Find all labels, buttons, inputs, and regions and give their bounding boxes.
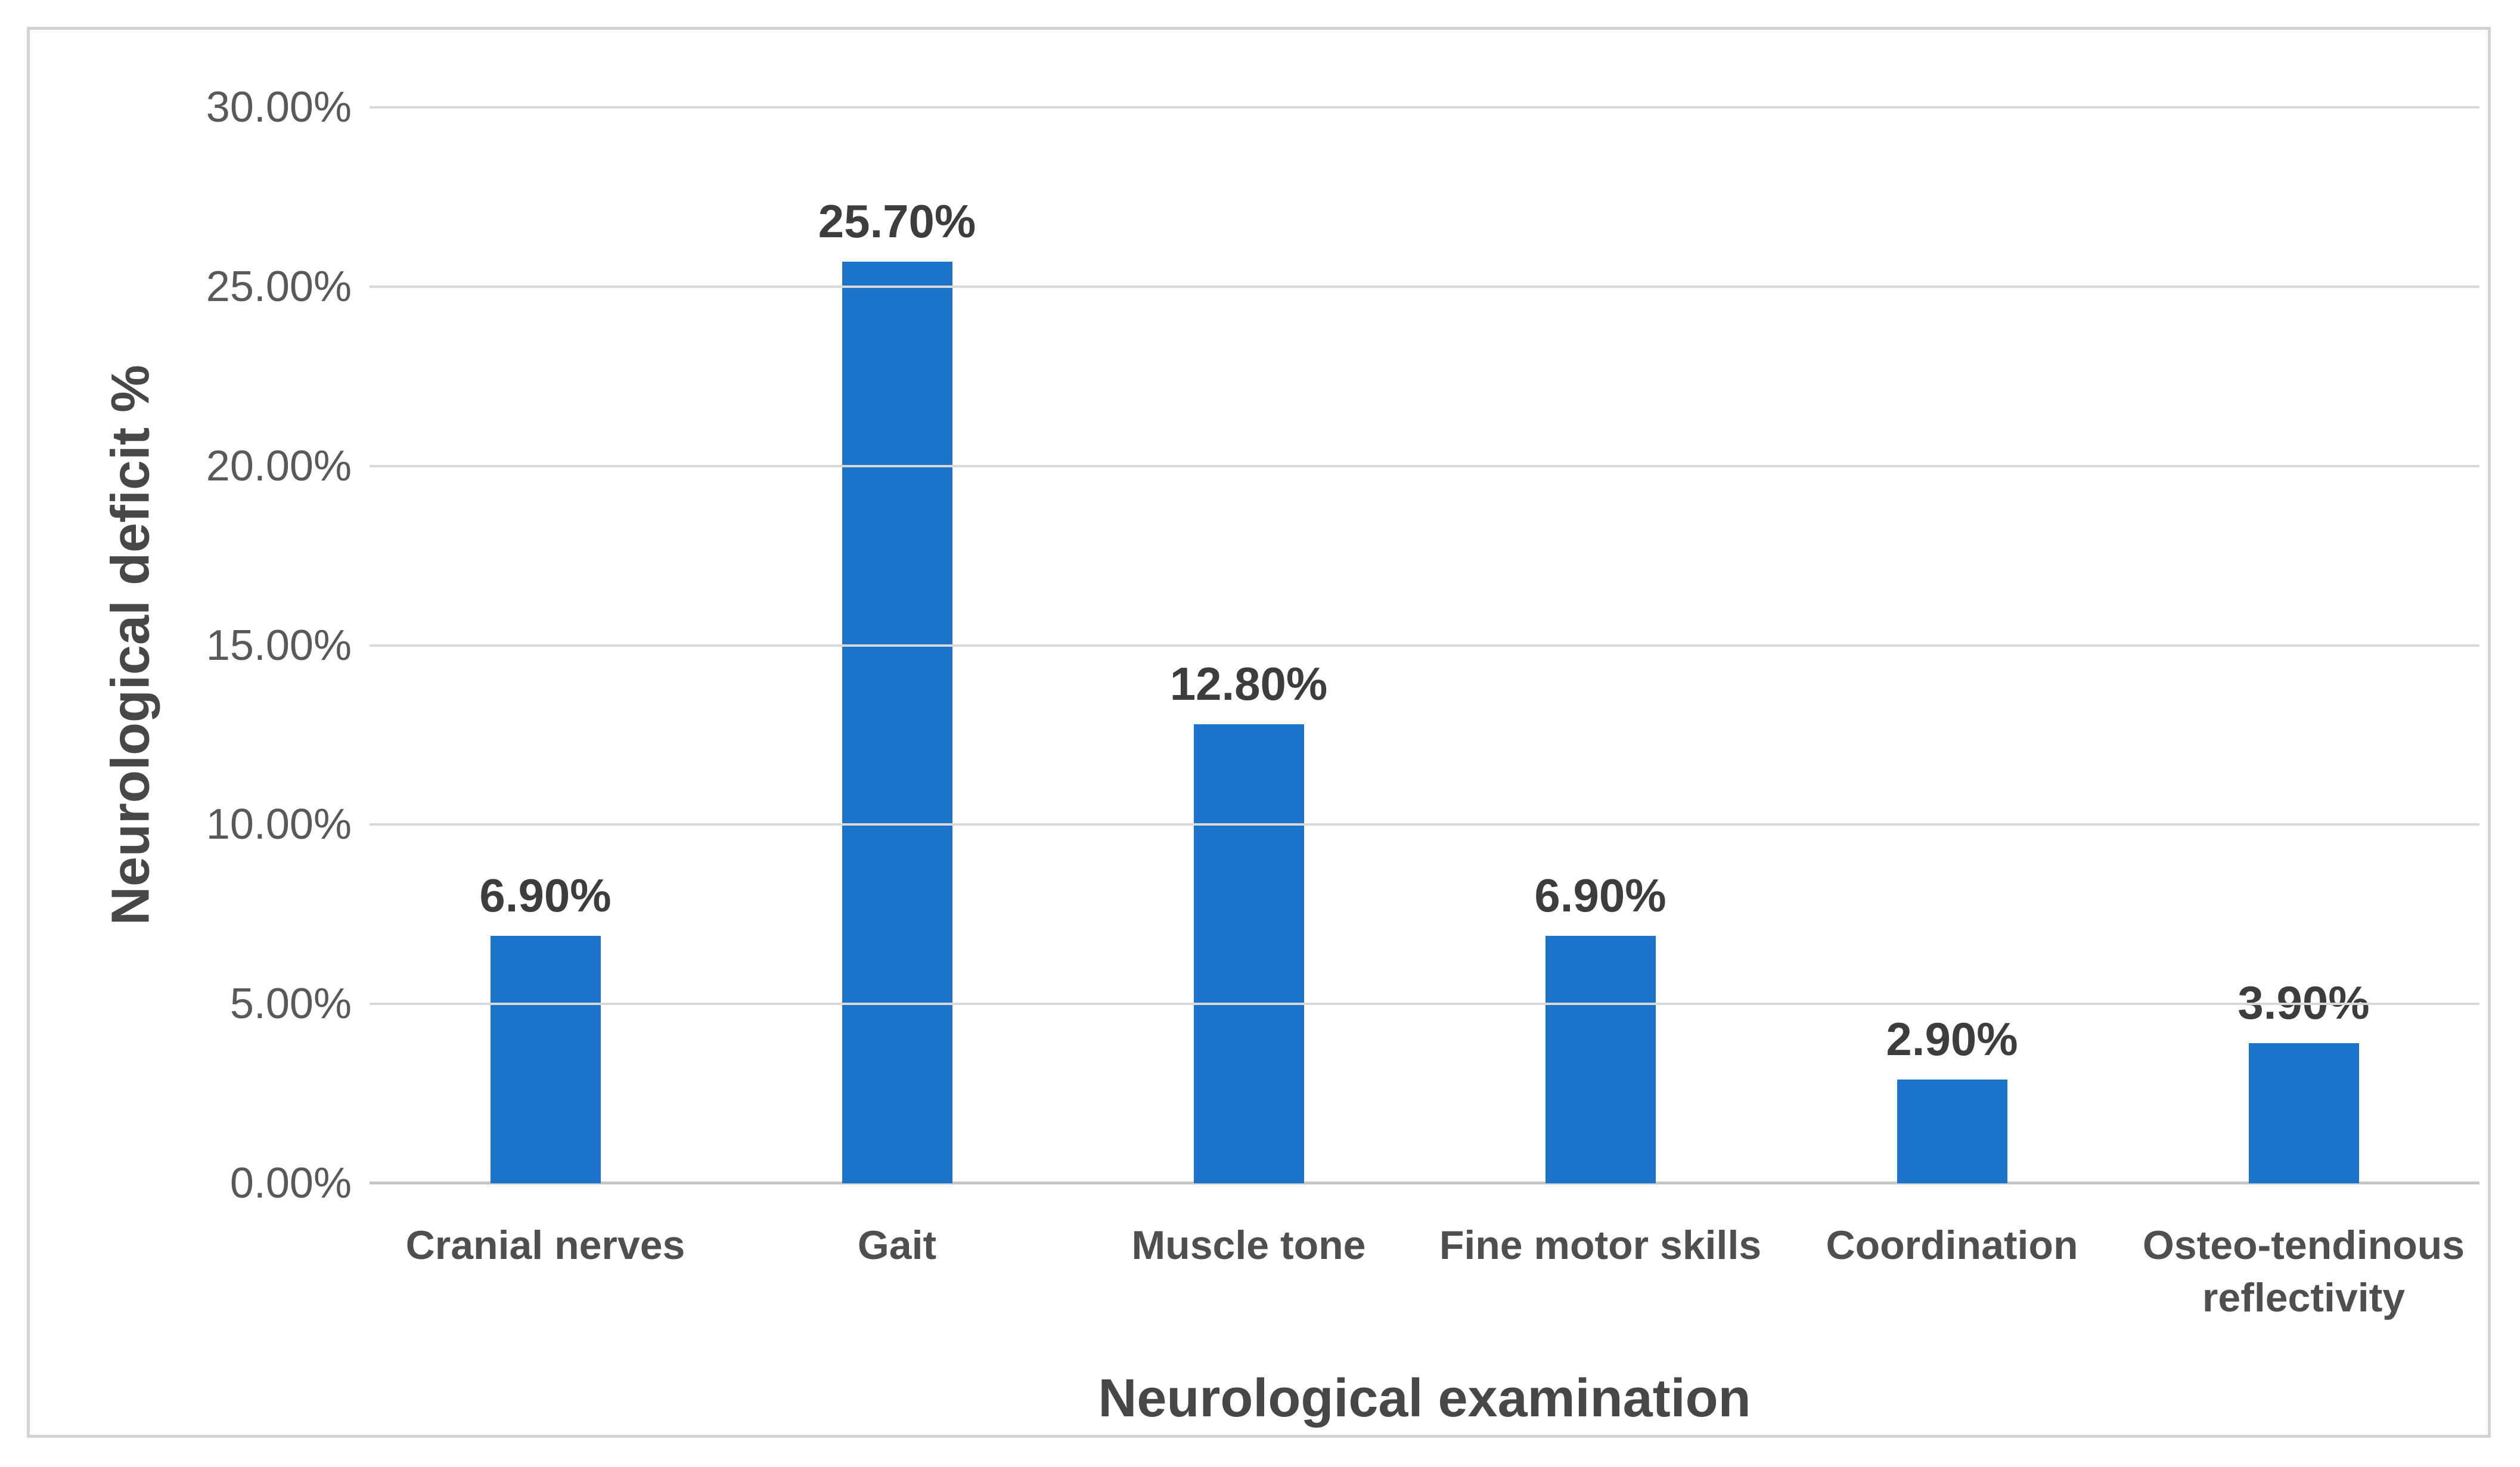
bar: [2248, 1043, 2359, 1183]
x-axis-category-labels: Cranial nerves Gait Muscle tone Fine motor …: [370, 1219, 2479, 1325]
plot-area: 6.90% 25.70% 12.80% 6.90% 2.90% 3.90%: [370, 106, 2479, 1184]
gridline: [370, 464, 2479, 467]
x-category-label: Osteo-tendinous reflectivity: [2142, 1223, 2465, 1321]
gridline: [370, 823, 2479, 826]
bars: 6.90% 25.70% 12.80% 6.90% 2.90% 3.90%: [370, 107, 2479, 1183]
y-tick-label: 5.00%: [229, 980, 352, 1028]
bar: [1193, 724, 1304, 1183]
x-axis-line: [370, 1181, 2479, 1184]
y-tick-label: 20.00%: [206, 442, 352, 490]
gridline: [370, 1003, 2479, 1006]
x-category-label: Muscle tone: [1131, 1223, 1366, 1268]
bar-slot: 2.90%: [1776, 107, 2128, 1183]
y-tick-label: 15.00%: [206, 621, 352, 669]
bar-value-label: 6.90%: [1534, 869, 1666, 922]
gridline: [370, 285, 2479, 288]
bar: [1545, 935, 1656, 1183]
x-axis-title: Neurological examination: [1098, 1369, 1751, 1428]
x-category-label: Gait: [857, 1223, 937, 1268]
bar-value-label: 12.80%: [1169, 657, 1328, 710]
bar: [842, 261, 952, 1183]
y-tick-label: 10.00%: [206, 801, 352, 849]
x-category-label: Cranial nerves: [405, 1223, 685, 1268]
bar-slot: 6.90%: [1425, 107, 1776, 1183]
bar-slot: 3.90%: [2128, 107, 2479, 1183]
bar-value-label: 25.70%: [818, 194, 976, 247]
gridline: [370, 644, 2479, 647]
bar-slot: 25.70%: [721, 107, 1073, 1183]
x-category-label: Fine motor skills: [1439, 1223, 1762, 1268]
bar: [1897, 1079, 2007, 1183]
x-category-label: Coordination: [1826, 1223, 2078, 1268]
bar: [490, 935, 601, 1183]
chart-frame: Neurological deficit % 0.00% 5.00% 10.00% 1…: [27, 27, 2491, 1438]
y-tick-label: 30.00%: [206, 83, 352, 131]
y-tick-label: 0.00%: [229, 1159, 352, 1207]
bar-slot: 6.90%: [370, 107, 721, 1183]
gridline: [370, 106, 2479, 108]
bar-slot: 12.80%: [1073, 107, 1425, 1183]
y-axis-ticks: 0.00% 5.00% 10.00% 15.00% 20.00% 25.00% 30.00%: [30, 83, 352, 1207]
y-tick-label: 25.00%: [206, 262, 352, 311]
bar-value-label: 6.90%: [479, 869, 612, 922]
bar-value-label: 2.90%: [1886, 1012, 2018, 1065]
